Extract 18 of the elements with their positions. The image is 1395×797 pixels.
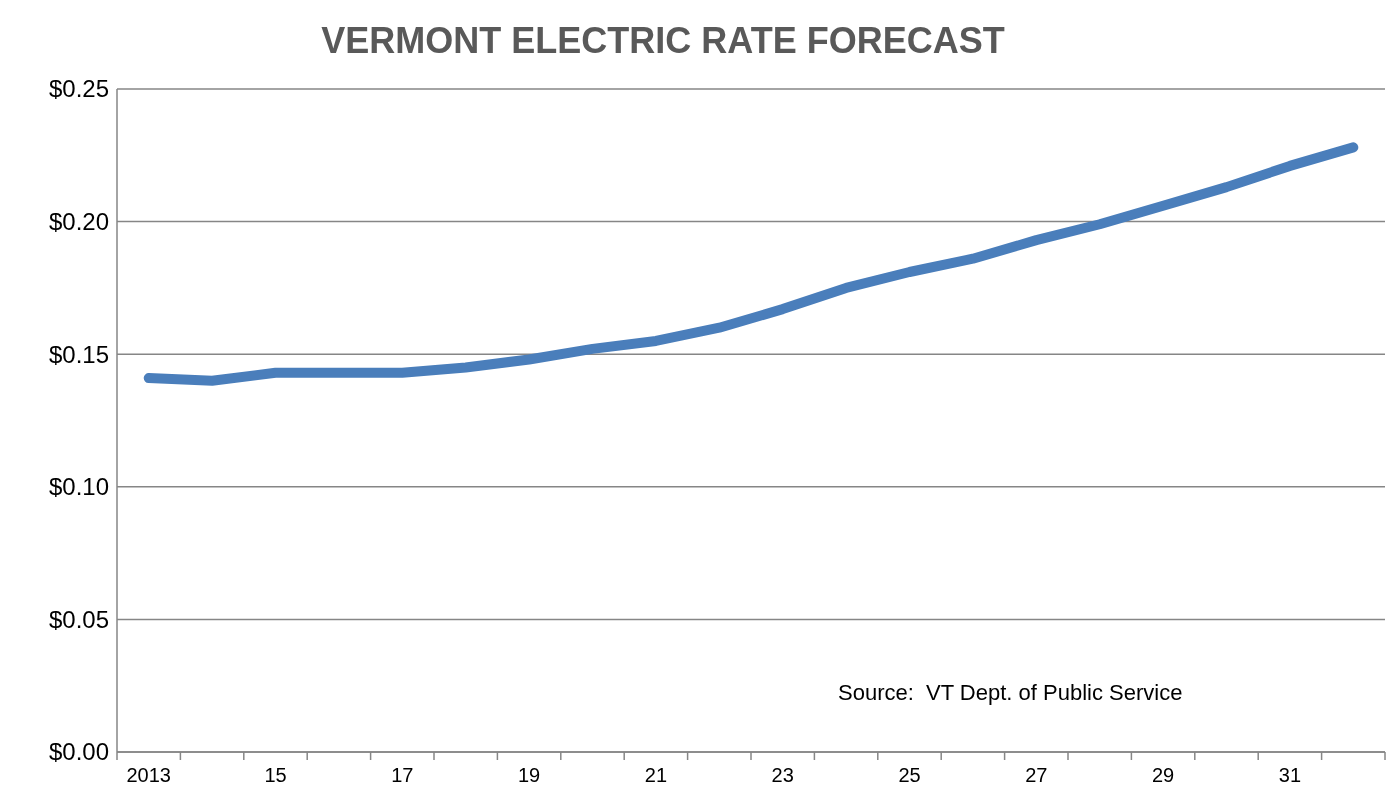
y-tick-label: $0.20	[48, 208, 109, 235]
x-tick-label: 31	[1278, 764, 1302, 786]
x-tick-label: 25	[898, 764, 921, 786]
x-tick-label: 27	[1025, 764, 1048, 786]
x-tick-label: 2013	[126, 764, 171, 786]
y-tick-label: $0.10	[48, 473, 109, 501]
y-tick-label: $0.00	[48, 738, 109, 766]
x-tick-label: 17	[391, 764, 414, 786]
y-tick-label: $0.25	[48, 75, 109, 103]
x-tick-label: 23	[771, 764, 794, 786]
x-tick-label: 19	[517, 764, 541, 786]
x-tick-label: 21	[644, 764, 668, 786]
x-tick-label: 29	[1151, 764, 1175, 786]
y-tick-label: $0.15	[48, 340, 109, 368]
annotation: Source: VT Dept. of Public Service	[838, 680, 1183, 705]
chart-title: VERMONT ELECTRIC RATE FORECAST	[321, 20, 1005, 61]
y-tick-label: $0.05	[48, 605, 109, 633]
x-tick-label: 15	[264, 764, 287, 786]
